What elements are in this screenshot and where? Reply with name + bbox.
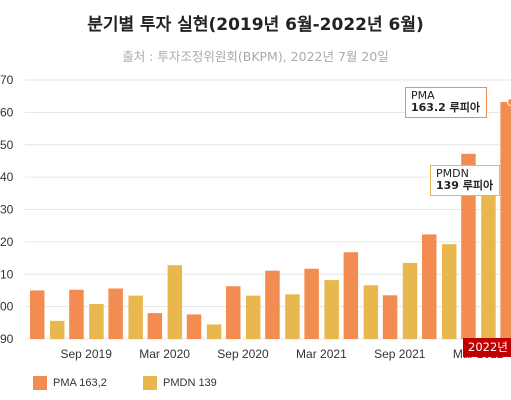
highlight-point-pma bbox=[507, 98, 511, 107]
x-tick-label: Mar 2021 bbox=[296, 347, 347, 361]
crosshair-date-tag: 2022년 6월 bbox=[463, 338, 511, 357]
x-tick-label: Sep 2019 bbox=[61, 347, 113, 361]
tooltip-pmdn-name: PMDN bbox=[436, 167, 469, 180]
bar-pmdn bbox=[442, 244, 457, 339]
bar-pmdn bbox=[402, 262, 418, 339]
legend-item-pmdn[interactable]: PMDN 139 bbox=[143, 376, 217, 390]
legend-label-pma: PMA 163,2 bbox=[53, 376, 107, 389]
y-tick-label: 90 bbox=[0, 332, 14, 346]
bar-pma bbox=[343, 252, 359, 339]
bar-pmdn bbox=[206, 324, 222, 339]
bar-pma bbox=[108, 288, 123, 339]
y-tick-label: 30 bbox=[0, 203, 14, 217]
bar-pmdn bbox=[89, 304, 104, 339]
y-tick-label: 40 bbox=[0, 170, 14, 184]
y-tick-label: 20 bbox=[0, 235, 14, 249]
chart-subtitle: 출처 : 투자조정위원회(BKPM), 2022년 7월 20일 bbox=[122, 49, 389, 64]
y-tick-label: 70 bbox=[0, 73, 14, 87]
bar-pma bbox=[304, 268, 319, 339]
bar-pma bbox=[265, 270, 280, 339]
bar-pma bbox=[461, 153, 476, 339]
chart-title: 분기별 투자 실현(2019년 6월-2022년 6월) bbox=[87, 15, 424, 35]
legend-label-pmdn: PMDN 139 bbox=[163, 376, 217, 389]
bar-pmdn bbox=[324, 280, 339, 339]
tooltip-pma: PMA 163.2 루피아 bbox=[405, 87, 487, 118]
tooltip-pma-value: 163.2 루피아 bbox=[411, 101, 480, 114]
y-tick-label: 10 bbox=[0, 267, 14, 281]
y-tick-label: 50 bbox=[0, 138, 14, 152]
tooltip-pma-name: PMA bbox=[411, 89, 435, 102]
legend-item-pma[interactable]: PMA 163,2 bbox=[33, 376, 107, 390]
bar-pmdn bbox=[167, 265, 183, 339]
bar-pmdn bbox=[481, 191, 496, 339]
legend-swatch-pma bbox=[33, 376, 47, 390]
bar-pma bbox=[186, 314, 202, 339]
bar-pmdn bbox=[285, 294, 300, 339]
x-tick-label: Sep 2020 bbox=[217, 347, 269, 361]
tooltip-pmdn: PMDN 139 루피아 bbox=[430, 165, 501, 196]
tooltip-pmdn-value: 139 루피아 bbox=[436, 179, 494, 192]
bar-pma bbox=[69, 289, 84, 339]
bar-pmdn bbox=[50, 320, 65, 339]
bar-pma bbox=[500, 102, 511, 339]
bar-pma bbox=[147, 313, 163, 339]
bar-pma bbox=[226, 286, 241, 339]
bar-pma bbox=[382, 295, 398, 339]
x-tick-label: Sep 2021 bbox=[374, 347, 426, 361]
bar-pmdn bbox=[128, 295, 143, 339]
y-tick-label: 60 bbox=[0, 105, 14, 119]
bar-pma bbox=[422, 234, 437, 339]
bar-pmdn bbox=[363, 285, 379, 339]
legend-swatch-pmdn bbox=[143, 376, 157, 390]
x-tick-label: Mar 2020 bbox=[139, 347, 190, 361]
bar-pmdn bbox=[246, 295, 261, 339]
bar-pma bbox=[30, 290, 45, 339]
y-tick-label: 00 bbox=[0, 300, 14, 314]
